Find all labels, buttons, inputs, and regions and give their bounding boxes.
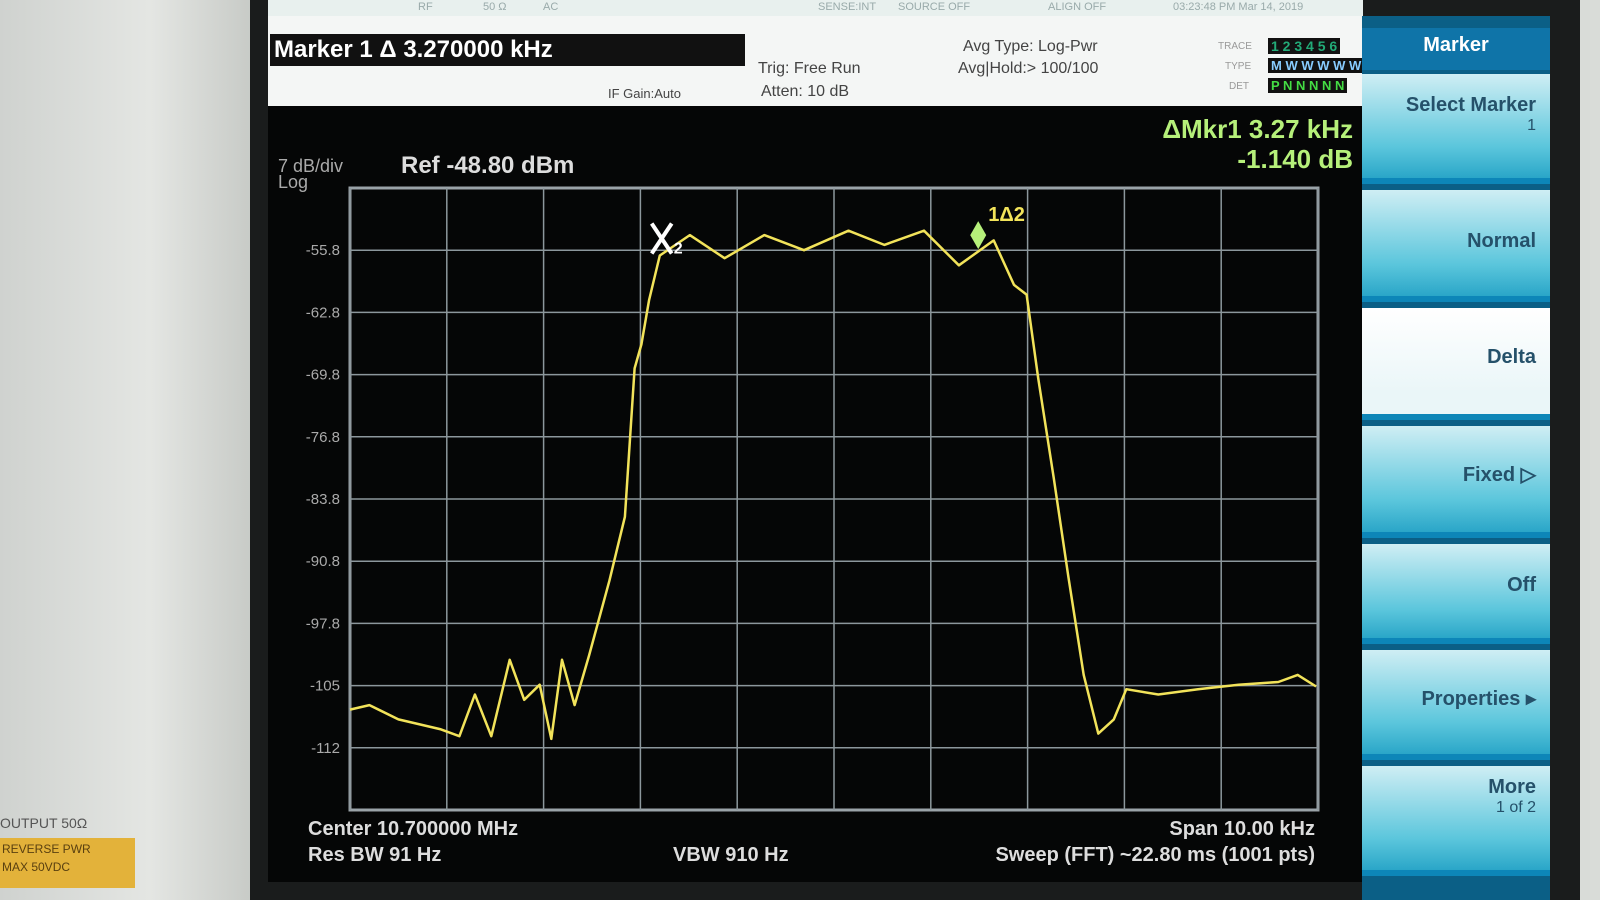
scale-type: Log: [278, 172, 309, 192]
y-tick-label: -112: [311, 740, 340, 757]
softkey-label: Fixed: [1462, 464, 1516, 486]
y-tick-label: -105: [310, 678, 340, 695]
trace: [349, 229, 1317, 741]
status-text: SENSE:INT: [818, 1, 877, 13]
softkey-label: Off: [1507, 574, 1536, 596]
menu-title: Marker: [1362, 28, 1550, 70]
softkey[interactable]: More 1 of 2: [1362, 766, 1550, 876]
softkey[interactable]: Properties ▸: [1362, 650, 1550, 760]
y-tick-label: -97.8: [306, 615, 340, 632]
bezel-label: OUTPUT 50Ω: [0, 815, 88, 831]
bezel-label: MAX 50VDC: [2, 860, 71, 874]
footer-text: VBW 910 Hz: [673, 844, 789, 866]
softkey-value: 1 of 2: [1495, 799, 1536, 816]
warning-label: REVERSE PWR MAX 50VDC: [0, 838, 135, 888]
status-text: RF: [418, 1, 433, 13]
setting-text: TRACE: [1218, 41, 1252, 52]
status-text: 50 Ω: [483, 1, 507, 13]
softkey[interactable]: Off: [1362, 544, 1550, 644]
status-bar: RF 50 Ω AC SENSE:INT SOURCE OFF ALIGN OF…: [268, 0, 1363, 16]
softkey[interactable]: Select Marker 1: [1362, 74, 1550, 184]
instrument-bezel: OUTPUT 50Ω REVERSE PWR MAX 50VDC: [0, 0, 250, 900]
display: ΔMkr1 3.27 kHz -1.140 dB 7 dB/div Log Re…: [268, 106, 1363, 882]
ref-level: Ref -48.80 dBm: [401, 152, 575, 179]
trace-plot: -55.8 -62.8 -69.8 -76.8 -83.8 -90.8 -97.8 -105 -…: [306, 186, 1320, 812]
scale-label: 7 dB/div: [278, 156, 344, 176]
y-tick-label: -55.8: [306, 242, 340, 259]
softkey-label: More: [1488, 776, 1536, 798]
setting-text: Atten: 10 dB: [761, 83, 850, 100]
setting-text: TYPE: [1225, 61, 1252, 72]
bezel-label: REVERSE PWR: [2, 842, 91, 856]
y-tick-label: -62.8: [306, 304, 340, 321]
softkey-label: Select Marker: [1405, 94, 1536, 116]
softkey[interactable]: Fixed ▷: [1362, 426, 1550, 538]
marker-label: 1Δ2: [988, 204, 1025, 226]
y-tick-label: -83.8: [306, 491, 340, 508]
softkey[interactable]: Delta: [1362, 308, 1550, 420]
status-text: ALIGN OFF: [1048, 1, 1107, 13]
marker-symbol: [650, 222, 674, 255]
marker-readout: ΔMkr1 3.27 kHz: [1162, 114, 1353, 144]
setting-text: M W W W W W: [1268, 58, 1365, 73]
softkey-value: 1: [1527, 117, 1536, 134]
footer-text: Center 10.700000 MHz: [308, 818, 519, 840]
softkey-label: Normal: [1467, 230, 1536, 252]
setting-text: IF Gain:Auto: [608, 86, 681, 101]
y-tick-label: -76.8: [306, 429, 340, 446]
footer-text: Span 10.00 kHz: [1169, 818, 1315, 840]
status-text: SOURCE OFF: [898, 1, 971, 13]
status-text: 03:23:48 PM Mar 14, 2019: [1173, 1, 1304, 13]
marker-symbol: [970, 221, 987, 250]
y-tick-label: -69.8: [306, 367, 340, 384]
setting-text: DET: [1229, 81, 1249, 92]
setting-text: Trig: Free Run: [758, 60, 861, 77]
status-text: AC: [543, 1, 559, 13]
y-tick-label: -90.8: [306, 553, 340, 570]
settings-panel: IF Gain:Auto Trig: Free Run Atten: 10 dB…: [268, 16, 1365, 106]
marker-title: Marker 1 Δ 3.270000 kHz: [270, 34, 745, 66]
softkey-label: Properties: [1421, 688, 1521, 710]
footer-text: Sweep (FFT) ~22.80 ms (1001 pts): [995, 844, 1315, 866]
setting-text: Avg Type: Log-Pwr: [963, 38, 1098, 55]
marker-label: 2: [674, 241, 683, 258]
setting-text: P N N N N N: [1268, 78, 1348, 93]
footer-text: Res BW 91 Hz: [308, 844, 442, 866]
softkey[interactable]: Normal: [1362, 190, 1550, 302]
setting-text: 1 2 3 4 5 6: [1268, 38, 1341, 54]
setting-text: Avg|Hold:> 100/100: [958, 60, 1099, 77]
softkey-label: Delta: [1487, 346, 1536, 368]
marker-readout: -1.140 dB: [1237, 144, 1353, 174]
